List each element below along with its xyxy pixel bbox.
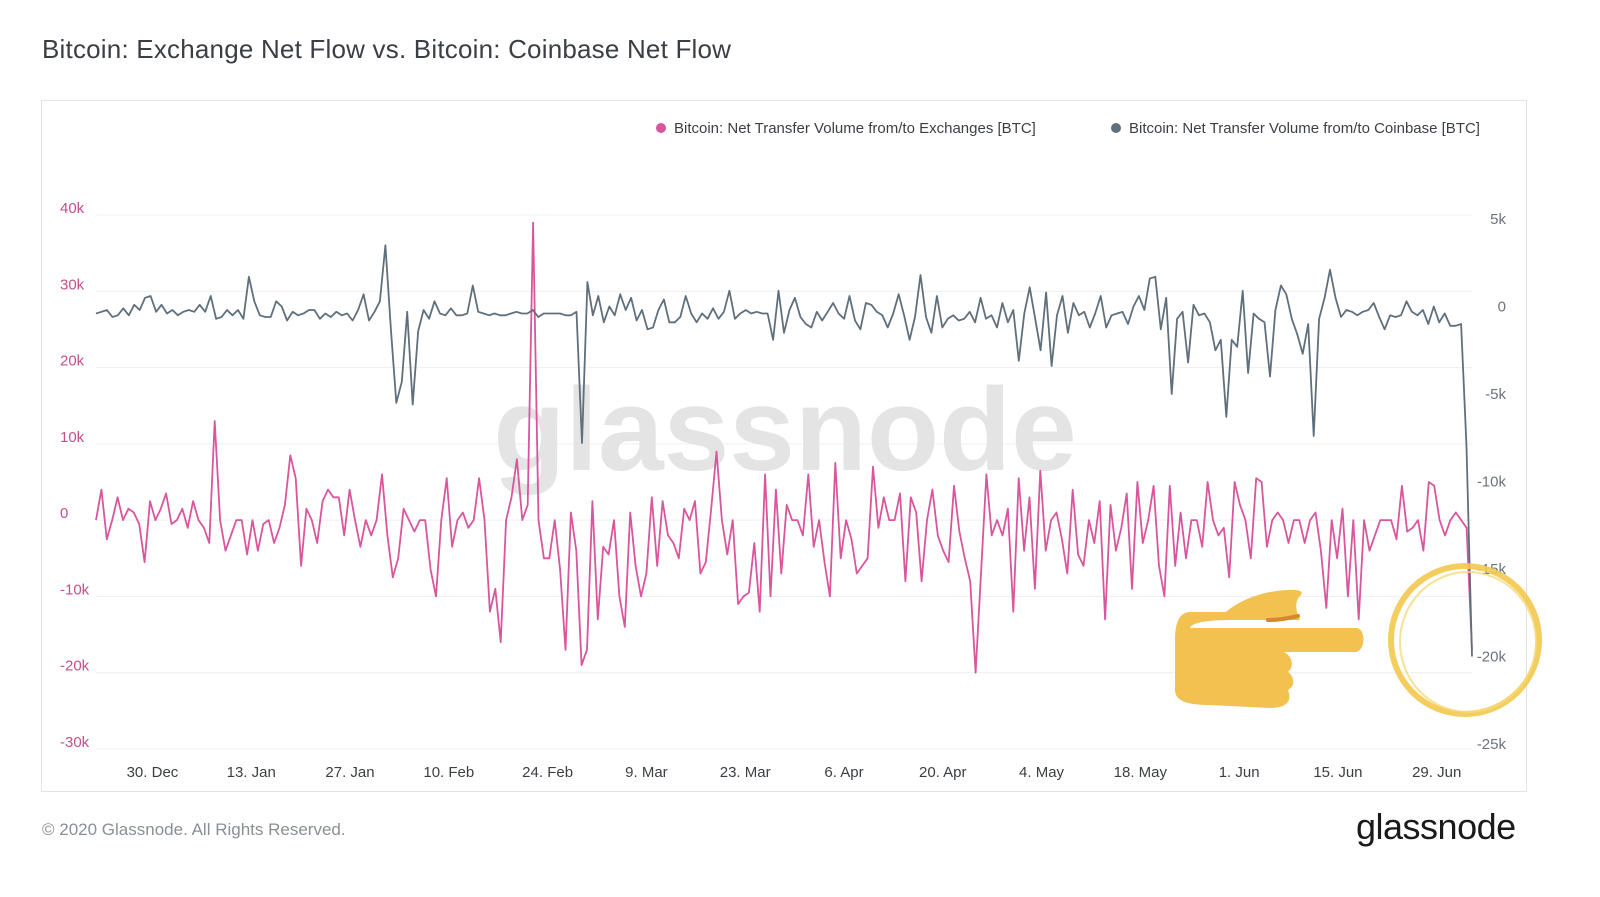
legend-label-coinbase[interactable]: Bitcoin: Net Transfer Volume from/to Coi… (1129, 120, 1480, 137)
series-layer (95, 221, 1473, 674)
x-axis-tick-label: 9. Mar (625, 764, 668, 781)
left-axis-tick-label: 40k (60, 200, 85, 217)
left-axis-tick-label: 30k (60, 276, 85, 293)
chart-title: Bitcoin: Exchange Net Flow vs. Bitcoin: … (42, 34, 732, 64)
left-axis-tick-label: 20k (60, 353, 85, 370)
grid-layer (96, 214, 1472, 750)
legend-marker-exchange (656, 123, 666, 133)
series-line-coinbase (95, 244, 1473, 657)
left-axis-tick-label: -20k (60, 658, 90, 675)
x-axis-tick-label: 13. Jan (227, 764, 276, 781)
x-axis-tick-label: 15. Jun (1313, 764, 1362, 781)
x-axis-tick-label: 10. Feb (423, 764, 474, 781)
x-axis-tick-label: 20. Apr (919, 764, 967, 781)
left-axis-tick-label: 0 (60, 505, 68, 522)
copyright-footer: © 2020 Glassnode. All Rights Reserved. (42, 820, 346, 839)
x-axis-tick-label: 18. May (1114, 764, 1168, 781)
x-axis-tick-label: 29. Jun (1412, 764, 1461, 781)
series-line-exchange (95, 221, 1473, 674)
left-axis-tick-label: -10k (60, 581, 90, 598)
legend-marker-coinbase (1111, 123, 1121, 133)
glassnode-logo: glassnode (1356, 806, 1516, 847)
left-axis-tick-label: -30k (60, 734, 90, 751)
right-axis-tick-label: -5k (1485, 386, 1506, 403)
x-axis-tick-label: 30. Dec (127, 764, 179, 781)
pointing-hand-icon (1175, 589, 1364, 708)
right-axis-tick-label: -25k (1477, 736, 1507, 753)
right-axis-tick-label: -20k (1477, 649, 1507, 666)
watermark-text: glassnode (493, 364, 1077, 496)
highlight-circle (1388, 563, 1542, 717)
legend[interactable]: Bitcoin: Net Transfer Volume from/to Exc… (656, 120, 1480, 137)
x-axis-tick-label: 23. Mar (720, 764, 771, 781)
x-axis-tick-label: 24. Feb (522, 764, 573, 781)
x-axis-tick-label: 6. Apr (824, 764, 863, 781)
right-axis-tick-label: 5k (1490, 211, 1506, 228)
right-axis-tick-label: 0 (1498, 299, 1506, 316)
right-axis-tick-label: -10k (1477, 474, 1507, 491)
x-axis-tick-label: 1. Jun (1219, 764, 1260, 781)
pointing-hand-annotation (1175, 563, 1542, 717)
x-axis-tick-label: 27. Jan (325, 764, 374, 781)
legend-label-exchange[interactable]: Bitcoin: Net Transfer Volume from/to Exc… (674, 120, 1036, 137)
x-axis-tick-label: 4. May (1019, 764, 1065, 781)
left-axis-tick-label: 10k (60, 429, 85, 446)
